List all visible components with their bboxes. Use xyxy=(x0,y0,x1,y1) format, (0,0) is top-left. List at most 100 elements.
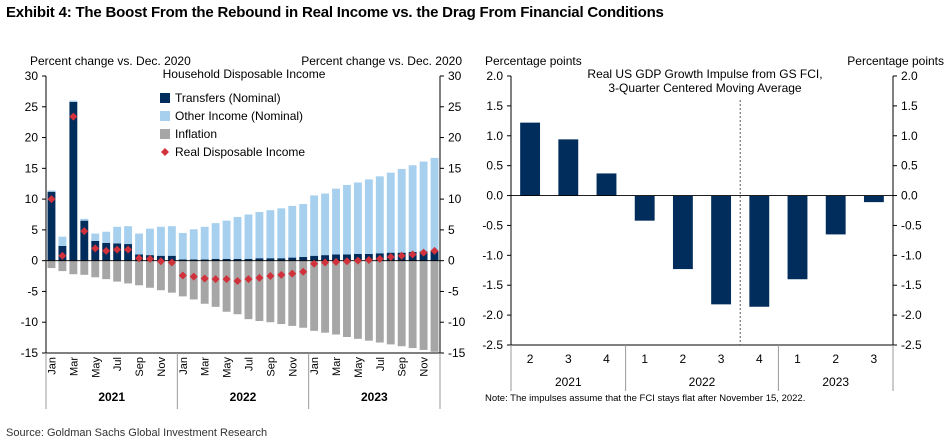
legend-label: Real Disposable Income xyxy=(175,145,305,159)
y-tick-label-right: -2.5 xyxy=(901,338,922,352)
y-tick-label-right: 20 xyxy=(448,131,462,145)
legend-marker-real-income xyxy=(161,148,169,156)
legend-label: Other Income (Nominal) xyxy=(175,109,303,123)
other-income-bar xyxy=(47,190,56,192)
inflation-bar xyxy=(156,260,165,291)
x-tick-label: May xyxy=(90,357,102,378)
gdp-impulse-bar xyxy=(749,195,770,307)
y-tick-label-right: 0 xyxy=(448,254,455,268)
inflation-bar xyxy=(255,260,264,321)
gdp-impulse-bar xyxy=(596,173,617,196)
inflation-bar xyxy=(91,260,100,278)
real-income-point xyxy=(397,251,406,260)
real-income-point xyxy=(167,258,176,267)
other-income-bar xyxy=(364,179,373,254)
inflation-bar xyxy=(167,260,176,293)
gdp-impulse-bar xyxy=(558,139,579,196)
inflation-bar xyxy=(222,260,231,312)
y-tick-label-left: 2.0 xyxy=(486,69,503,83)
other-income-bar xyxy=(124,226,133,245)
y-tick-label-right: -2.0 xyxy=(901,308,922,322)
transfers-bar xyxy=(277,258,286,261)
real-income-point xyxy=(233,276,242,285)
transfers-bar xyxy=(211,258,220,261)
other-income-bar xyxy=(277,208,286,259)
inflation-bar xyxy=(332,260,340,335)
y-tick-label-left: 5 xyxy=(31,223,38,237)
other-income-bar xyxy=(332,188,340,255)
y-tick-label-right: -1.0 xyxy=(901,248,922,262)
inflation-bar xyxy=(321,260,330,333)
y-tick-label-left: -1.0 xyxy=(482,248,503,262)
real-income-point xyxy=(332,257,341,266)
real-income-point xyxy=(47,195,56,204)
right-chart-ylabel-left: Percentage points xyxy=(485,54,582,68)
inflation-bar xyxy=(386,260,395,345)
other-income-bar xyxy=(353,182,362,254)
legend-swatch xyxy=(160,129,170,139)
transfers-bar xyxy=(222,258,231,261)
x-tick-label: May xyxy=(353,357,365,378)
y-tick-label-left: -5 xyxy=(27,284,38,298)
y-tick-label-left: -1.5 xyxy=(482,278,503,292)
left-chart: 30 30 25 25 20 20 15 15 10 10 5 5 0 0 -5 -5 -10 -10 -15 -15… xyxy=(21,69,466,409)
inflation-bar xyxy=(233,260,242,315)
inflation-bar xyxy=(135,260,143,286)
inflation-bar xyxy=(375,260,384,343)
inflation-bar xyxy=(343,260,351,337)
year-label: 2022 xyxy=(689,375,716,389)
y-tick-label-right: 1.5 xyxy=(901,99,918,113)
x-tick-label: Jul xyxy=(375,357,387,371)
inflation-bar xyxy=(288,260,297,326)
other-income-bar xyxy=(299,204,308,257)
quarter-label: 2 xyxy=(680,352,687,366)
y-tick-label-left: 1.0 xyxy=(486,129,503,143)
gdp-impulse-bar xyxy=(711,195,732,305)
x-tick-label: Jan xyxy=(46,357,58,375)
transfers-bar xyxy=(167,255,176,261)
real-income-point xyxy=(353,256,362,265)
real-income-point xyxy=(178,271,187,280)
inflation-bar xyxy=(124,260,133,284)
real-income-point xyxy=(321,258,330,267)
other-income-bar xyxy=(58,236,67,246)
inflation-bar xyxy=(310,260,319,331)
inflation-bar xyxy=(80,260,89,275)
transfers-bar xyxy=(255,258,264,261)
y-tick-label-left: 20 xyxy=(25,131,39,145)
quarter-label: 4 xyxy=(756,352,763,366)
y-tick-label-right: -5 xyxy=(448,284,459,298)
y-tick-label-right: 15 xyxy=(448,161,462,175)
other-income-bar xyxy=(80,218,89,221)
real-income-point xyxy=(222,275,231,284)
real-income-point xyxy=(200,274,209,283)
transfers-bar xyxy=(288,257,297,261)
other-income-bar xyxy=(222,220,231,259)
inflation-bar xyxy=(47,260,56,269)
y-tick-label-right: 5 xyxy=(448,223,455,237)
other-income-bar xyxy=(244,214,253,259)
other-income-bar xyxy=(102,231,111,243)
x-tick-label: Mar xyxy=(200,357,212,376)
y-tick-label-left: -2.0 xyxy=(482,308,503,322)
year-label: 2023 xyxy=(361,390,388,404)
other-income-bar xyxy=(255,212,264,259)
transfers-bar xyxy=(178,259,187,261)
real-income-point xyxy=(135,254,144,263)
inflation-bar xyxy=(266,260,275,323)
y-tick-label-left: -15 xyxy=(21,346,39,360)
right-chart-ylabel-right: Percentage points xyxy=(847,54,944,68)
inflation-bar xyxy=(102,260,111,280)
real-income-point xyxy=(310,259,319,268)
real-income-point xyxy=(299,267,308,276)
source-note: Source: Goldman Sachs Global Investment … xyxy=(6,427,268,439)
y-tick-label-left: 0 xyxy=(31,254,38,268)
transfers-bar xyxy=(80,220,89,261)
quarter-label: 4 xyxy=(603,352,610,366)
right-chart-title-line-2: 3-Quarter Centered Moving Average xyxy=(608,81,802,95)
transfers-bar xyxy=(233,258,242,261)
real-income-point xyxy=(189,272,198,281)
gdp-impulse-bar xyxy=(787,195,808,280)
x-tick-label: Mar xyxy=(68,357,80,376)
other-income-bar xyxy=(288,205,297,258)
